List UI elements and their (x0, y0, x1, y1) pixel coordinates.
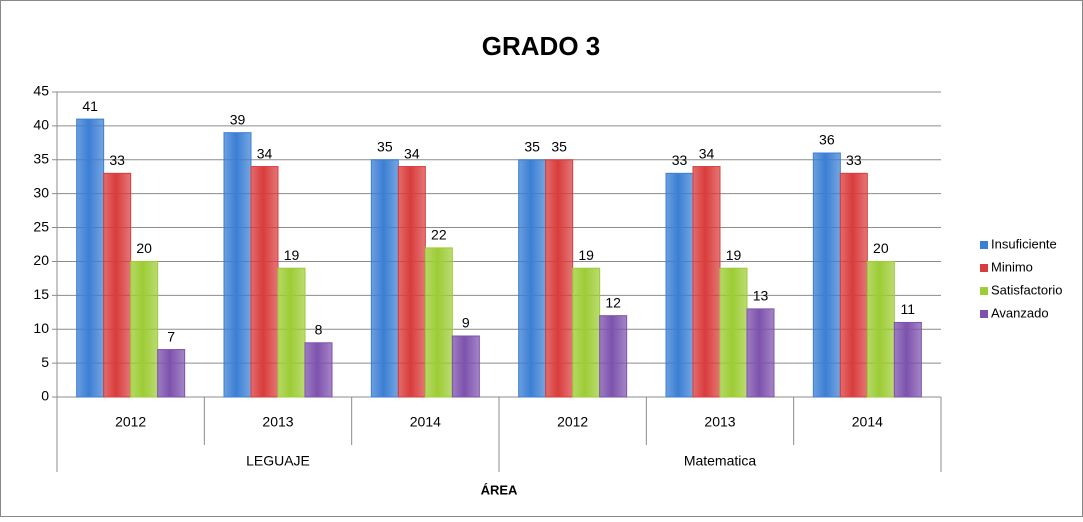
legend-label: Avanzado (991, 305, 1049, 320)
legend-swatch (980, 310, 988, 318)
data-label: 33 (672, 152, 688, 168)
data-label: 36 (819, 132, 835, 148)
group-label: Matematica (684, 453, 757, 469)
data-label: 11 (901, 301, 916, 317)
data-label: 34 (257, 145, 273, 161)
data-label: 12 (605, 294, 621, 310)
legend-swatch (980, 264, 988, 272)
x-tick-label: 2012 (557, 414, 588, 430)
bar (130, 260, 159, 398)
bar (812, 152, 841, 398)
bar (893, 321, 922, 398)
bar (223, 132, 252, 398)
data-label: 19 (726, 247, 742, 263)
bar (370, 159, 399, 398)
x-tick-label: 2014 (852, 414, 883, 430)
bar (451, 335, 480, 398)
group-label: LEGUAJE (246, 453, 310, 469)
data-label: 20 (136, 240, 152, 256)
data-label: 22 (431, 227, 447, 243)
x-axis-title: ÁREA (481, 482, 518, 497)
data-label: 8 (315, 321, 323, 337)
bar (277, 267, 306, 398)
x-tick-label: 2013 (704, 414, 735, 430)
chart-title: GRADO 3 (482, 31, 600, 61)
y-tick-label: 20 (33, 252, 49, 268)
data-label: 35 (551, 138, 567, 154)
data-label: 33 (109, 152, 125, 168)
y-tick-label: 10 (33, 320, 49, 336)
y-tick-label: 40 (33, 117, 49, 133)
legend-label: Minimo (991, 259, 1033, 274)
bar (572, 267, 601, 398)
legend-swatch (980, 287, 988, 295)
y-tick-label: 15 (33, 286, 49, 302)
bar (719, 267, 748, 398)
bar (839, 172, 868, 398)
x-tick-label: 2013 (262, 414, 293, 430)
y-tick-label: 30 (33, 184, 49, 200)
data-label: 35 (377, 138, 393, 154)
y-tick-label: 35 (33, 150, 49, 166)
bar (746, 308, 775, 398)
bar (250, 166, 279, 398)
data-label: 34 (404, 145, 420, 161)
data-label: 34 (699, 145, 715, 161)
data-label: 39 (230, 111, 246, 127)
data-label: 35 (524, 138, 540, 154)
legend-label: Insuficiente (991, 236, 1057, 251)
data-label: 20 (873, 240, 889, 256)
data-label: 13 (753, 288, 769, 304)
data-label: 7 (167, 328, 175, 344)
bar (665, 172, 694, 398)
bar (76, 118, 105, 398)
bar (397, 166, 426, 398)
bar (692, 166, 721, 398)
data-label: 41 (82, 98, 98, 114)
y-tick-label: 45 (33, 83, 49, 99)
legend-label: Satisfactorio (991, 282, 1063, 297)
bar (103, 172, 132, 398)
data-label: 33 (846, 152, 862, 168)
y-tick-label: 25 (33, 218, 49, 234)
bar (424, 247, 453, 398)
x-tick-label: 2014 (410, 414, 441, 430)
data-label: 9 (462, 315, 470, 331)
data-label: 19 (284, 247, 300, 263)
x-tick-label: 2012 (115, 414, 146, 430)
data-label: 19 (578, 247, 594, 263)
bar (599, 315, 628, 398)
bar (518, 159, 547, 398)
bar (304, 342, 333, 398)
bar (157, 349, 186, 398)
legend-swatch (980, 241, 988, 249)
bar (866, 260, 895, 398)
y-tick-label: 5 (41, 354, 49, 370)
y-tick-label: 0 (41, 388, 49, 404)
bar (545, 159, 574, 398)
